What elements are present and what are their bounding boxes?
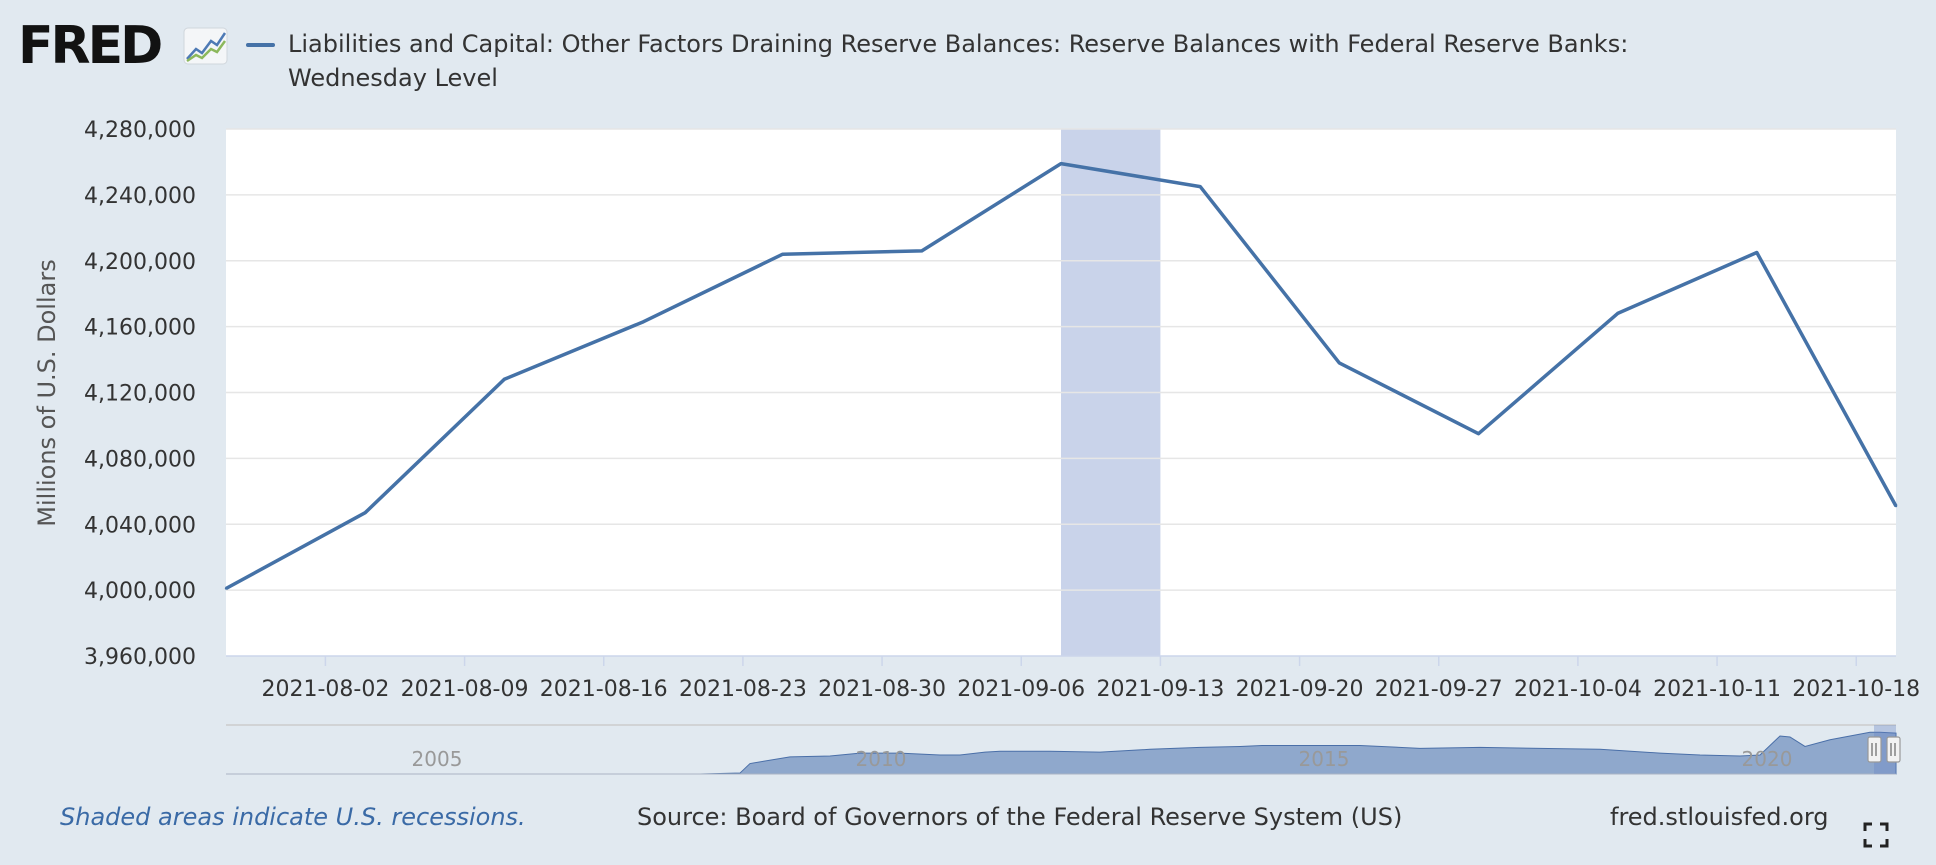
data-point [224,587,228,590]
fred-logo[interactable]: FRED [18,16,163,76]
navigator-right-handle[interactable] [1886,736,1901,763]
x-tick-label: 2021-08-09 [401,677,529,702]
y-tick-label: 4,000,000 [84,579,196,604]
source-note: Source: Board of Governors of the Federa… [637,803,1403,831]
data-point [1059,162,1063,165]
data-point [1755,251,1759,254]
x-tick-label: 2021-10-04 [1514,677,1642,702]
x-tick-label: 2021-08-30 [818,677,946,702]
data-point [1477,432,1480,435]
navigator-year-label: 2020 [1742,747,1793,771]
recession-note-link[interactable]: Shaded areas indicate U.S. recessions. [60,803,526,831]
y-tick-label: 4,280,000 [84,118,196,143]
data-point [642,320,645,323]
line-chart-icon [183,27,228,65]
site-link[interactable]: fred.stlouisfed.org [1610,803,1829,831]
x-tick-label: 2021-10-18 [1792,677,1920,702]
chart-title: Liabilities and Capital: Other Factors D… [288,30,1629,92]
x-tick-label: 2021-09-27 [1375,677,1503,702]
data-point [1894,504,1898,508]
data-point [363,511,367,514]
data-point [1338,361,1341,365]
navigator-left-handle[interactable] [1867,736,1882,763]
x-tick-label: 2021-10-11 [1653,677,1781,702]
fullscreen-icon[interactable] [1863,822,1889,848]
navigator-year-label: 2010 [856,747,907,771]
y-tick-label: 4,240,000 [84,184,196,209]
y-axis-label: Millions of U.S. Dollars [33,259,61,526]
x-tick-label: 2021-08-16 [540,677,668,702]
y-tick-label: 3,960,000 [84,645,196,670]
y-tick-label: 4,080,000 [84,447,196,472]
data-point [920,249,924,253]
y-tick-label: 4,040,000 [84,513,196,538]
x-tick-label: 2021-09-20 [1236,677,1364,702]
navigator-area [226,731,1897,775]
data-point [1616,312,1619,315]
x-tick-label: 2021-08-23 [679,677,807,702]
data-point [503,378,506,381]
data-point [1198,185,1202,188]
navigator-year-label: 2005 [412,747,463,771]
legend-swatch [246,43,275,47]
x-tick-label: 2021-08-02 [261,677,389,702]
y-tick-label: 4,200,000 [84,250,196,275]
y-tick-label: 4,120,000 [84,382,196,407]
data-point [781,252,784,256]
x-tick-label: 2021-09-13 [1096,677,1224,702]
navigator-year-label: 2015 [1299,747,1350,771]
x-tick-label: 2021-09-06 [957,677,1085,702]
y-tick-label: 4,160,000 [84,316,196,341]
